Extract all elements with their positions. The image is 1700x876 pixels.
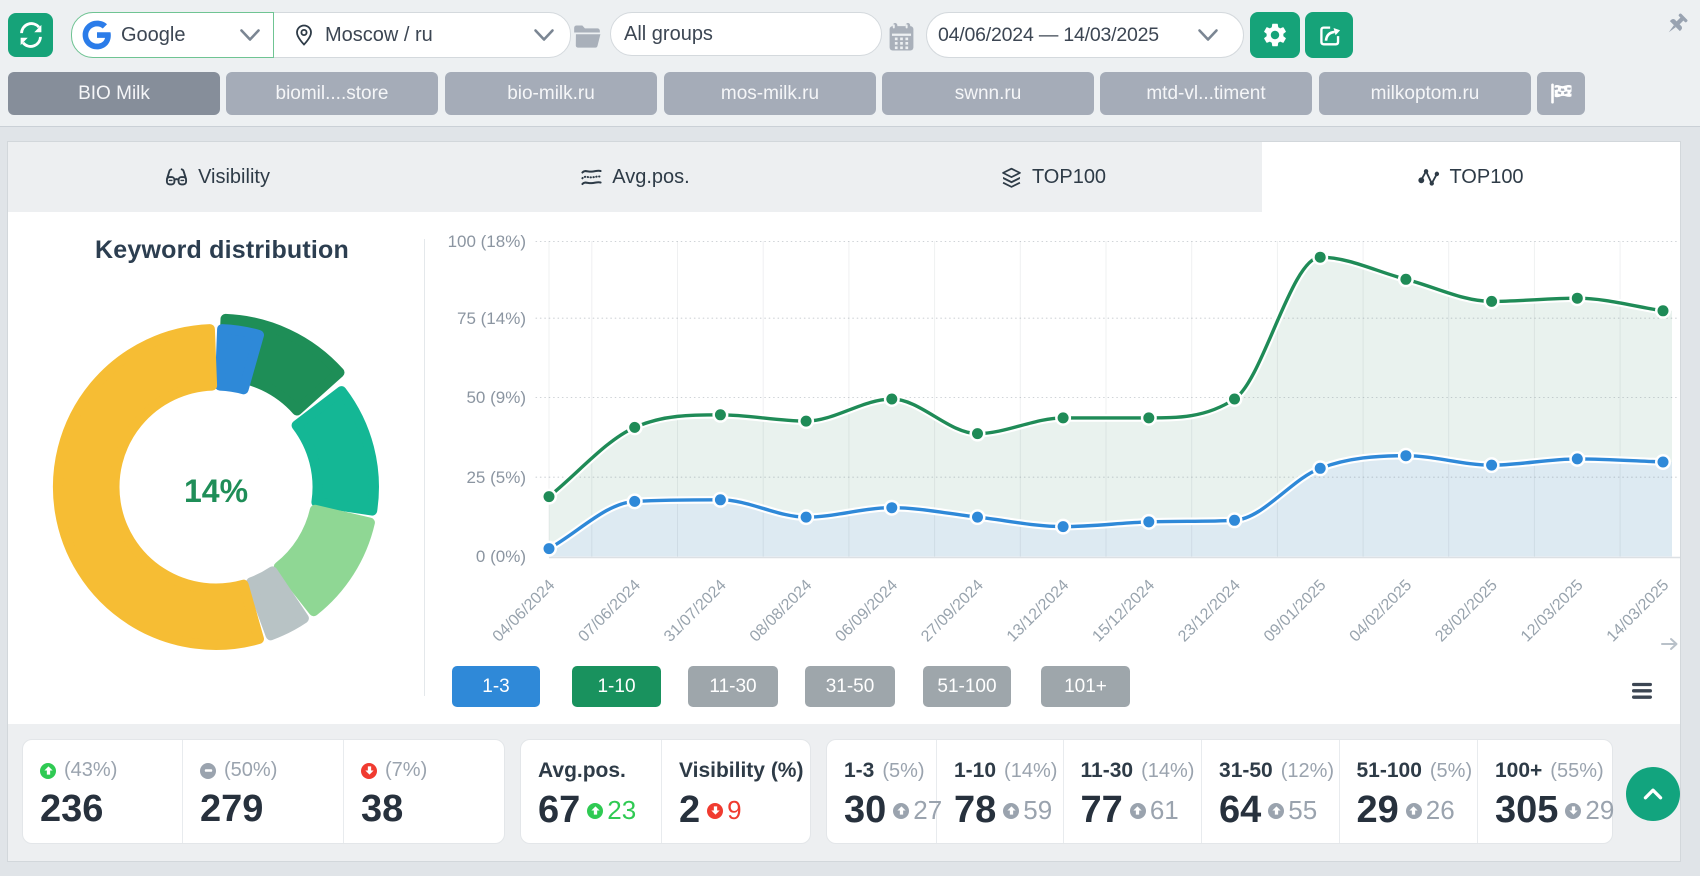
svg-text:13/12/2024: 13/12/2024 xyxy=(1004,577,1073,646)
svg-text:06/09/2024: 06/09/2024 xyxy=(832,577,901,646)
svg-text:04/02/2025: 04/02/2025 xyxy=(1347,577,1416,646)
svg-text:31/07/2024: 31/07/2024 xyxy=(661,577,730,646)
svg-text:100 (18%): 100 (18%) xyxy=(448,232,526,251)
svg-text:25 (5%): 25 (5%) xyxy=(466,468,526,487)
svg-text:07/06/2024: 07/06/2024 xyxy=(575,577,644,646)
svg-text:15/12/2024: 15/12/2024 xyxy=(1089,577,1158,646)
svg-text:28/02/2025: 28/02/2025 xyxy=(1432,577,1501,646)
svg-text:50 (9%): 50 (9%) xyxy=(466,388,526,407)
svg-text:0 (0%): 0 (0%) xyxy=(476,547,526,566)
svg-text:04/06/2024: 04/06/2024 xyxy=(490,577,559,646)
svg-text:23/12/2024: 23/12/2024 xyxy=(1175,577,1244,646)
svg-text:12/03/2025: 12/03/2025 xyxy=(1518,577,1587,646)
svg-text:09/01/2025: 09/01/2025 xyxy=(1261,577,1330,646)
svg-text:75 (14%): 75 (14%) xyxy=(457,309,526,328)
svg-text:27/09/2024: 27/09/2024 xyxy=(918,577,987,646)
svg-text:08/08/2024: 08/08/2024 xyxy=(747,577,816,646)
